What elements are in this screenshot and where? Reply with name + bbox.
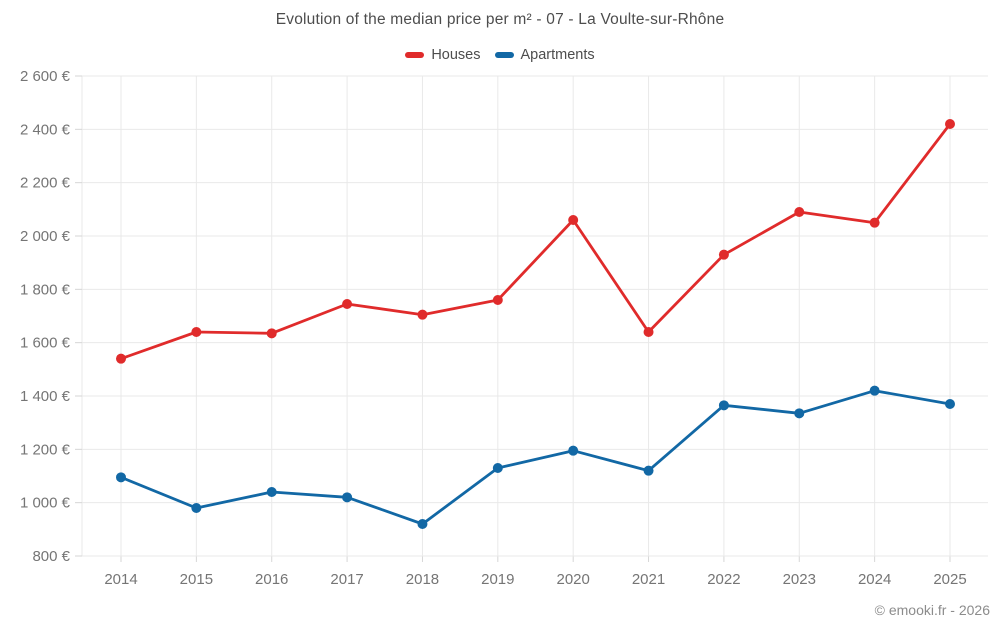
x-axis-label: 2022 — [707, 571, 740, 588]
apartments-point-2020[interactable] — [568, 445, 579, 456]
houses-point-2014[interactable] — [116, 353, 126, 364]
houses-point-2025[interactable] — [945, 119, 955, 129]
houses-point-2024[interactable] — [869, 217, 880, 228]
houses-line — [119, 122, 952, 361]
legend-item-houses[interactable]: Houses — [405, 47, 481, 63]
y-axis-label: 2 000 € — [20, 228, 71, 245]
y-axis-label: 1 400 € — [20, 388, 71, 405]
x-axis-label: 2017 — [330, 571, 363, 588]
houses-point-2017[interactable] — [342, 299, 353, 309]
x-axis-label: 2021 — [632, 571, 665, 588]
x-axis-label: 2015 — [180, 571, 213, 588]
legend-label-apartments: Apartments — [520, 47, 595, 63]
x-axis-label: 2014 — [104, 571, 137, 588]
x-axis-label: 2024 — [858, 571, 891, 588]
x-axis-label: 2023 — [783, 571, 816, 588]
apartments-point-2018[interactable] — [417, 519, 428, 529]
y-axis-label: 1 200 € — [20, 441, 71, 458]
apartments-swatch-icon — [494, 52, 514, 58]
apartments-point-2024[interactable] — [869, 385, 880, 396]
chart-title: Evolution of the median price per m² - 0… — [275, 11, 725, 28]
x-axis-label: 2020 — [556, 571, 589, 588]
y-axis-label: 800 € — [32, 548, 70, 565]
y-axis-label: 2 400 € — [20, 121, 71, 138]
apartments-point-2021[interactable] — [643, 465, 654, 476]
houses-point-2020[interactable] — [568, 215, 579, 225]
houses-swatch-icon — [405, 52, 425, 58]
legend-item-apartments[interactable]: Apartments — [494, 47, 595, 63]
apartments-point-2016[interactable] — [266, 487, 277, 497]
apartments-point-2015[interactable] — [191, 503, 202, 513]
y-axis-label: 1 000 € — [20, 495, 71, 512]
x-axis-label: 2019 — [481, 571, 514, 588]
x-axis-label: 2018 — [406, 571, 439, 588]
y-axis-label: 1 600 € — [20, 335, 71, 352]
legend: Houses Apartments — [0, 47, 1000, 63]
apartments-point-2019[interactable] — [492, 463, 503, 473]
apartments-point-2022[interactable] — [718, 400, 729, 411]
y-axis-label: 1 800 € — [20, 281, 71, 298]
apartments-point-2017[interactable] — [342, 492, 353, 503]
legend-label-houses: Houses — [431, 47, 481, 63]
houses-point-2016[interactable] — [266, 328, 277, 339]
x-axis-label: 2025 — [933, 571, 966, 588]
apartments-line — [119, 389, 952, 526]
apartments-point-2023[interactable] — [794, 408, 805, 419]
houses-point-2022[interactable] — [718, 249, 729, 260]
apartments-point-2025[interactable] — [945, 399, 955, 409]
houses-point-2015[interactable] — [191, 327, 202, 337]
y-axis-label: 2 600 € — [20, 68, 71, 85]
houses-point-2018[interactable] — [417, 309, 428, 320]
houses-point-2019[interactable] — [492, 295, 503, 305]
x-axis-label: 2016 — [255, 571, 288, 588]
apartments-point-2014[interactable] — [116, 472, 126, 483]
houses-point-2021[interactable] — [643, 327, 654, 337]
y-axis-label: 2 200 € — [20, 175, 71, 192]
attribution-text: © emooki.fr - 2026 — [874, 602, 990, 618]
houses-point-2023[interactable] — [794, 207, 805, 217]
